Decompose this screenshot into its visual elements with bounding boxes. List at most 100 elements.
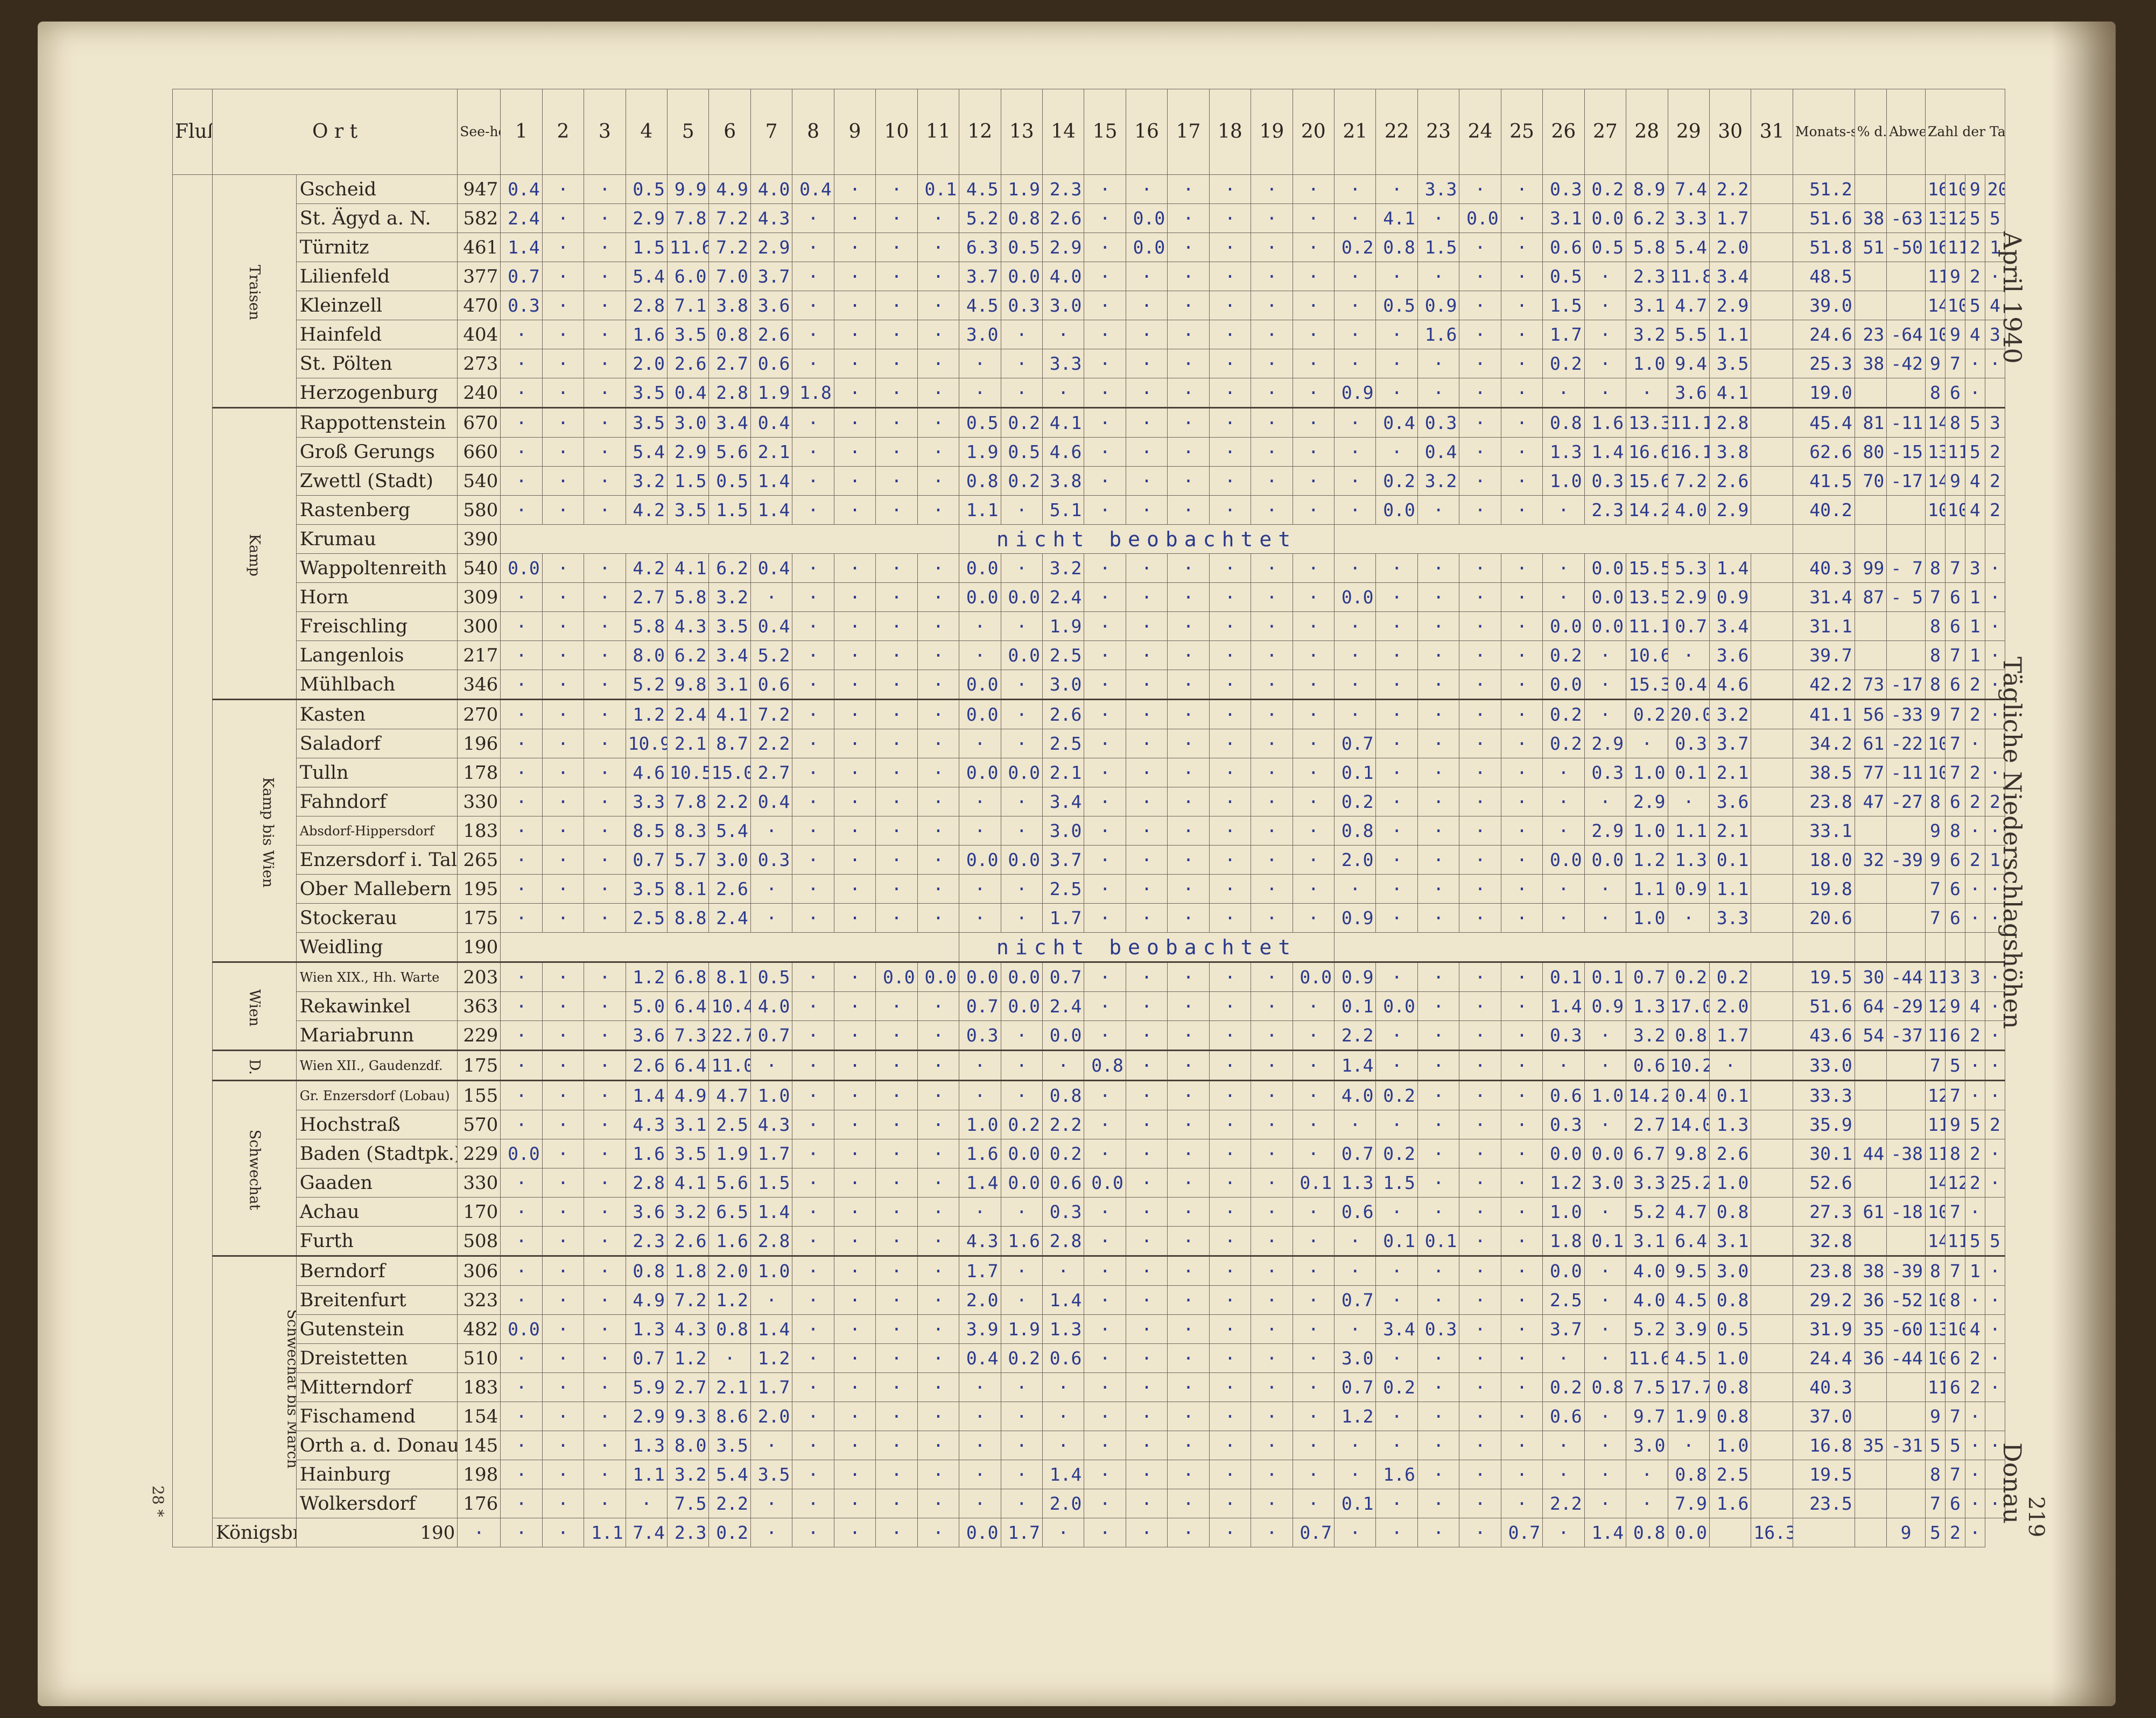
daily-value: 7.3 xyxy=(667,1020,710,1051)
daily-value: · xyxy=(792,1518,834,1547)
station-altitude: 170 xyxy=(457,1197,501,1227)
daily-value: 1.2 xyxy=(1542,1168,1585,1198)
daily-value: · xyxy=(1209,758,1252,787)
daily-value: 0.1 xyxy=(1584,1226,1627,1256)
daily-value: · xyxy=(1584,1050,1627,1081)
daily-value: 8.5 xyxy=(625,816,668,846)
station-altitude: 229 xyxy=(457,1020,501,1051)
daily-value: · xyxy=(542,1080,585,1110)
daily-value: 0.0 xyxy=(959,553,1001,583)
daily-value: · xyxy=(792,758,834,787)
station-altitude: 461 xyxy=(457,233,501,262)
daily-value: · xyxy=(959,1431,1001,1460)
daily-value xyxy=(1751,1431,1793,1460)
daily-value: · xyxy=(1542,1518,1585,1547)
day-count: 11 xyxy=(1925,1139,1946,1168)
deviation-from-normal xyxy=(1886,874,1926,904)
daily-value: · xyxy=(1292,1197,1335,1227)
daily-value: · xyxy=(1375,845,1418,875)
daily-value: · xyxy=(584,758,626,787)
daily-value: 1.1 xyxy=(1709,320,1752,349)
daily-value: 1.1 xyxy=(1667,816,1710,846)
header-day: 8 xyxy=(792,89,834,175)
daily-value: · xyxy=(1167,1197,1210,1227)
daily-value: · xyxy=(875,233,918,262)
daily-value: · xyxy=(542,1372,585,1402)
daily-value: · xyxy=(875,291,918,320)
day-count xyxy=(1984,1402,2006,1431)
daily-value: · xyxy=(1084,1255,1126,1286)
daily-value: 15.3 xyxy=(1626,670,1668,700)
day-count: 6 xyxy=(1944,845,1965,875)
daily-value: 1.7 xyxy=(959,1255,1001,1286)
daily-value: · xyxy=(1084,174,1126,204)
daily-value: · xyxy=(1251,291,1293,320)
station-name: Wien XIX., Hh. Warte xyxy=(296,961,458,992)
pct-of-normal xyxy=(1854,495,1887,525)
daily-value xyxy=(1751,291,1793,320)
daily-value: 0.0 xyxy=(1542,1139,1585,1168)
day-count: · xyxy=(1964,903,1985,933)
day-count: · xyxy=(1964,1489,1985,1518)
daily-value: · xyxy=(1042,1255,1085,1286)
daily-value: 3.1 xyxy=(667,1110,710,1139)
header-day: 21 xyxy=(1334,89,1377,175)
daily-value: · xyxy=(792,874,834,904)
daily-value: 3.2 xyxy=(625,466,668,496)
empty-cell xyxy=(1944,524,1965,554)
daily-value: 5.9 xyxy=(625,1372,668,1402)
daily-value xyxy=(1751,1343,1793,1373)
daily-value: · xyxy=(1209,699,1252,729)
daily-value: 25.2 xyxy=(1667,1168,1710,1198)
daily-value: 0.9 xyxy=(1584,991,1627,1021)
daily-value: · xyxy=(792,262,834,291)
daily-value: 3.5 xyxy=(750,1460,793,1489)
daily-value: 1.6 xyxy=(625,320,668,349)
day-count: 4 xyxy=(1964,991,1985,1021)
daily-value: 0.7 xyxy=(1334,1372,1377,1402)
daily-value: · xyxy=(1584,1255,1627,1286)
daily-value: · xyxy=(1000,349,1043,378)
daily-value: · xyxy=(1084,1110,1126,1139)
daily-value: · xyxy=(1084,582,1126,612)
daily-value: · xyxy=(1334,291,1377,320)
daily-value: · xyxy=(833,582,876,612)
station-name: Krumau xyxy=(296,524,458,554)
daily-value: 3.2 xyxy=(1709,699,1752,729)
daily-value: 4.6 xyxy=(1709,670,1752,700)
day-count: 10 xyxy=(1925,320,1946,349)
daily-value: · xyxy=(1167,1314,1210,1344)
header-day: 27 xyxy=(1584,89,1627,175)
station-name: Baden (Stadtpk.) xyxy=(296,1139,458,1168)
table-row: Langenlois 217 · · · 8.0 6.2 3.4 5.2 · · · · · 0.0 2.5 ·… xyxy=(173,640,2006,670)
daily-value: · xyxy=(875,699,918,729)
table-row: Hainfeld 404 · · · 1.6 3.5 0.8 2.6 · · · · 3.0 · · · · · · ·… xyxy=(173,320,2006,349)
deviation-from-normal xyxy=(1886,291,1926,320)
station-name: Mitterndorf xyxy=(296,1372,458,1402)
station-altitude: 363 xyxy=(457,991,501,1021)
daily-value: · xyxy=(792,903,834,933)
daily-value: · xyxy=(1042,1372,1085,1402)
daily-value: 0.1 xyxy=(1709,1080,1752,1110)
page-region: Donau xyxy=(1998,1442,2027,1524)
day-count xyxy=(1984,1460,2006,1489)
daily-value: · xyxy=(1292,640,1335,670)
daily-value: 0.6 xyxy=(1626,1050,1668,1081)
station-altitude: 198 xyxy=(457,1460,501,1489)
table-row: St. Ägyd a. N. 582 2.4 · · 2.9 7.8 7.2 4.3 · · · · 5.… xyxy=(173,203,2006,233)
daily-value: · xyxy=(1125,816,1168,846)
daily-value: · xyxy=(1209,262,1252,291)
table-row: Orth a. d. Donau 145 · · · 1.3 8.0 3.5 · · · · · · · · ·… xyxy=(173,1431,2006,1460)
daily-value: · xyxy=(1209,729,1252,758)
daily-value: 4.1 xyxy=(1709,378,1752,408)
daily-value: · xyxy=(1084,1460,1126,1489)
daily-value: 0.2 xyxy=(1000,466,1043,496)
daily-value: 0.3 xyxy=(750,845,793,875)
daily-value: · xyxy=(875,1518,918,1547)
daily-value: 3.2 xyxy=(1626,1020,1668,1051)
daily-value: · xyxy=(500,874,543,904)
daily-value: · xyxy=(542,495,585,525)
daily-value: 0.2 xyxy=(1542,1372,1585,1402)
daily-value: · xyxy=(1500,903,1543,933)
